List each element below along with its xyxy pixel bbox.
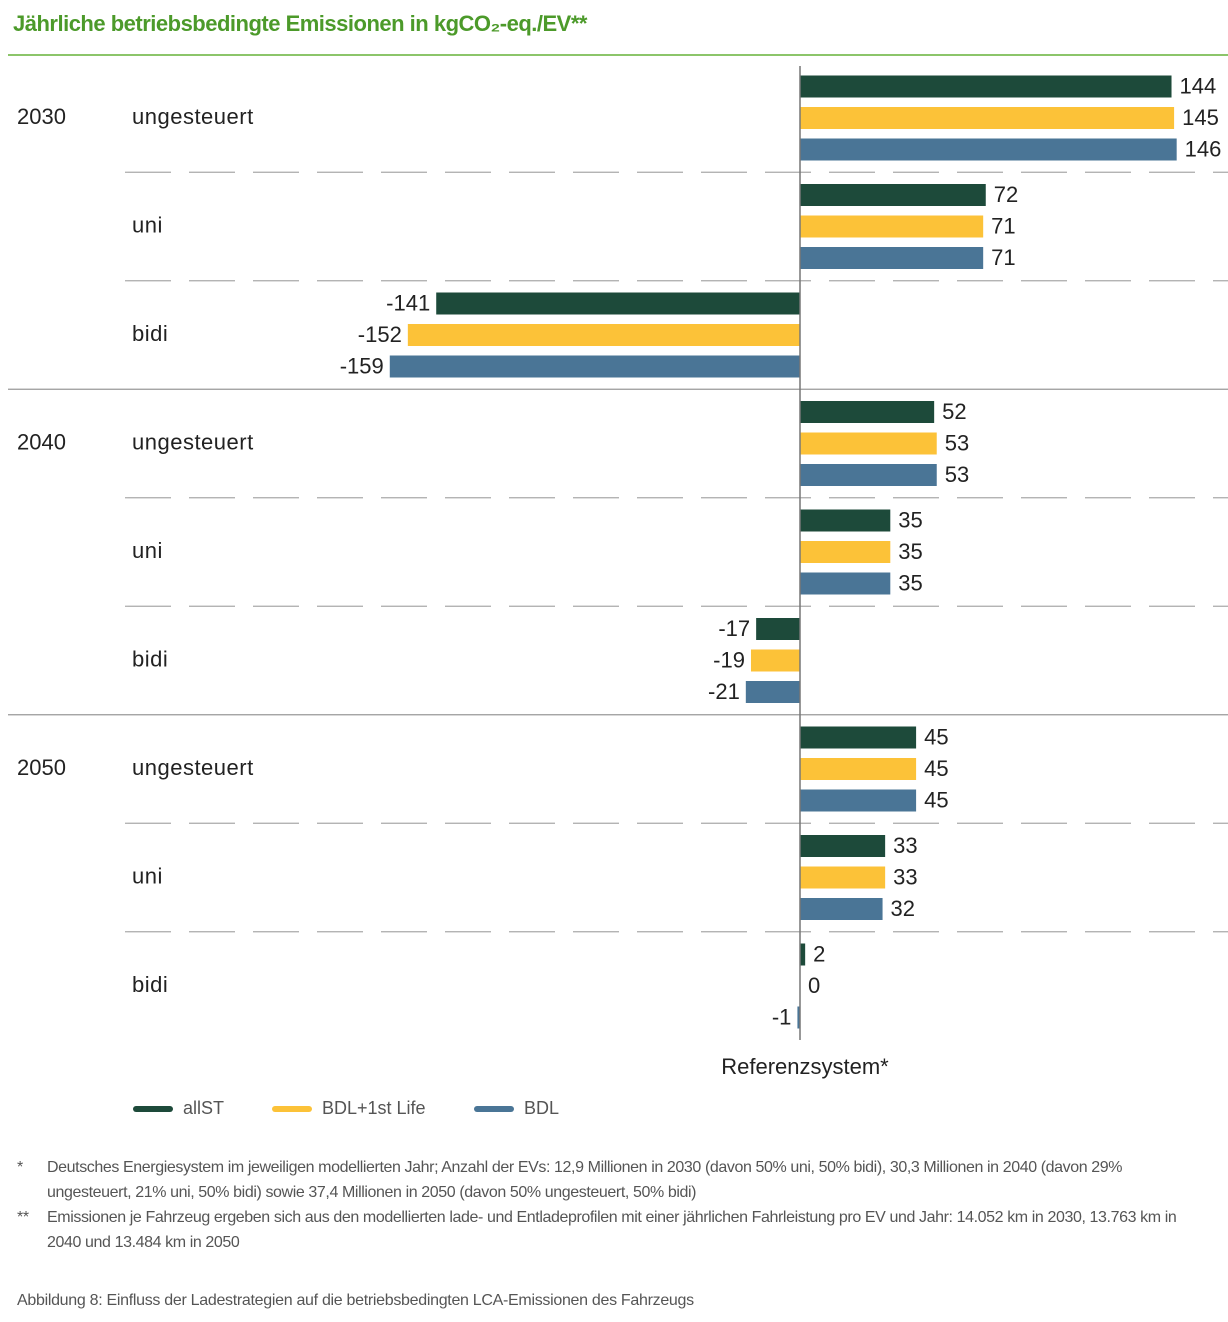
year-label: 2030 <box>17 104 66 129</box>
category-label: uni <box>132 212 163 237</box>
bar <box>750 649 800 672</box>
legend-label: BDL+1st Life <box>322 1098 426 1118</box>
value-label: 35 <box>898 507 922 532</box>
value-label: 45 <box>924 787 948 812</box>
caption: Abbildung 8: Einfluss der Ladestrategien… <box>17 1292 694 1309</box>
bar <box>800 866 886 889</box>
reference-label: Referenzsystem* <box>721 1054 889 1079</box>
value-label: 35 <box>898 570 922 595</box>
bar <box>800 464 937 486</box>
value-label: -141 <box>386 290 430 315</box>
bar <box>800 572 891 595</box>
year-label: 2040 <box>17 429 66 454</box>
bar <box>745 681 800 703</box>
value-label: 71 <box>991 213 1015 238</box>
bar <box>800 758 917 780</box>
bar <box>756 618 800 640</box>
bar <box>800 247 984 269</box>
value-label: -152 <box>358 322 402 347</box>
value-label: 33 <box>893 864 917 889</box>
value-label: 33 <box>893 833 917 858</box>
bar <box>800 401 935 423</box>
footnote-marker: * <box>17 1159 23 1176</box>
category-label: uni <box>132 538 163 563</box>
bar <box>436 292 800 315</box>
value-label: -21 <box>708 679 740 704</box>
value-label: 71 <box>991 245 1015 270</box>
legend-label: allST <box>183 1098 224 1118</box>
value-label: 53 <box>945 462 969 487</box>
category-label: ungesteuert <box>132 104 254 129</box>
bar <box>800 184 986 206</box>
value-label: 32 <box>891 896 915 921</box>
bar <box>800 215 984 238</box>
category-label: bidi <box>132 972 168 997</box>
bar <box>389 355 800 378</box>
bar <box>800 835 886 857</box>
category-label: bidi <box>132 321 168 346</box>
value-label: -17 <box>718 616 750 641</box>
bar <box>800 75 1172 98</box>
value-label: 72 <box>994 182 1018 207</box>
value-label: 35 <box>898 539 922 564</box>
value-label: 45 <box>924 756 948 781</box>
footnote: * Deutsches Energiesystem im jeweiligen m… <box>17 1155 1177 1205</box>
bar <box>800 789 917 812</box>
bar <box>800 138 1177 161</box>
footnote: ** Emissionen je Fahrzeug ergeben sich au… <box>17 1205 1177 1255</box>
value-label: 45 <box>924 724 948 749</box>
footnote-marker: ** <box>17 1209 29 1226</box>
chart: Jährliche betriebsbedingte Emissionen in… <box>8 11 1228 1118</box>
bar <box>797 1006 800 1029</box>
legend-label: BDL <box>524 1098 559 1118</box>
value-label: 53 <box>945 430 969 455</box>
category-label: bidi <box>132 646 168 671</box>
value-label: 145 <box>1182 105 1219 130</box>
category-label: ungesteuert <box>132 429 254 454</box>
value-label: 144 <box>1180 73 1217 98</box>
value-label: -19 <box>713 647 745 672</box>
value-label: 52 <box>942 399 966 424</box>
category-label: ungesteuert <box>132 755 254 780</box>
bar <box>800 726 917 749</box>
bar <box>800 509 891 532</box>
bar <box>800 898 883 920</box>
bar <box>800 107 1175 129</box>
footnote-text: Emissionen je Fahrzeug ergeben sich aus … <box>47 1209 1177 1251</box>
value-label: -1 <box>772 1004 792 1029</box>
year-label: 2050 <box>17 755 66 780</box>
value-label: 2 <box>813 941 825 966</box>
footnote-text: Deutsches Energiesystem im jeweiligen mo… <box>47 1159 1123 1201</box>
category-label: uni <box>132 863 163 888</box>
bar <box>800 541 891 563</box>
bar <box>800 943 806 966</box>
value-label: 146 <box>1185 136 1222 161</box>
chart-title: Jährliche betriebsbedingte Emissionen in… <box>13 11 588 36</box>
bar <box>407 324 800 346</box>
value-label: 0 <box>808 973 820 998</box>
bar <box>800 432 937 455</box>
value-label: -159 <box>340 353 384 378</box>
